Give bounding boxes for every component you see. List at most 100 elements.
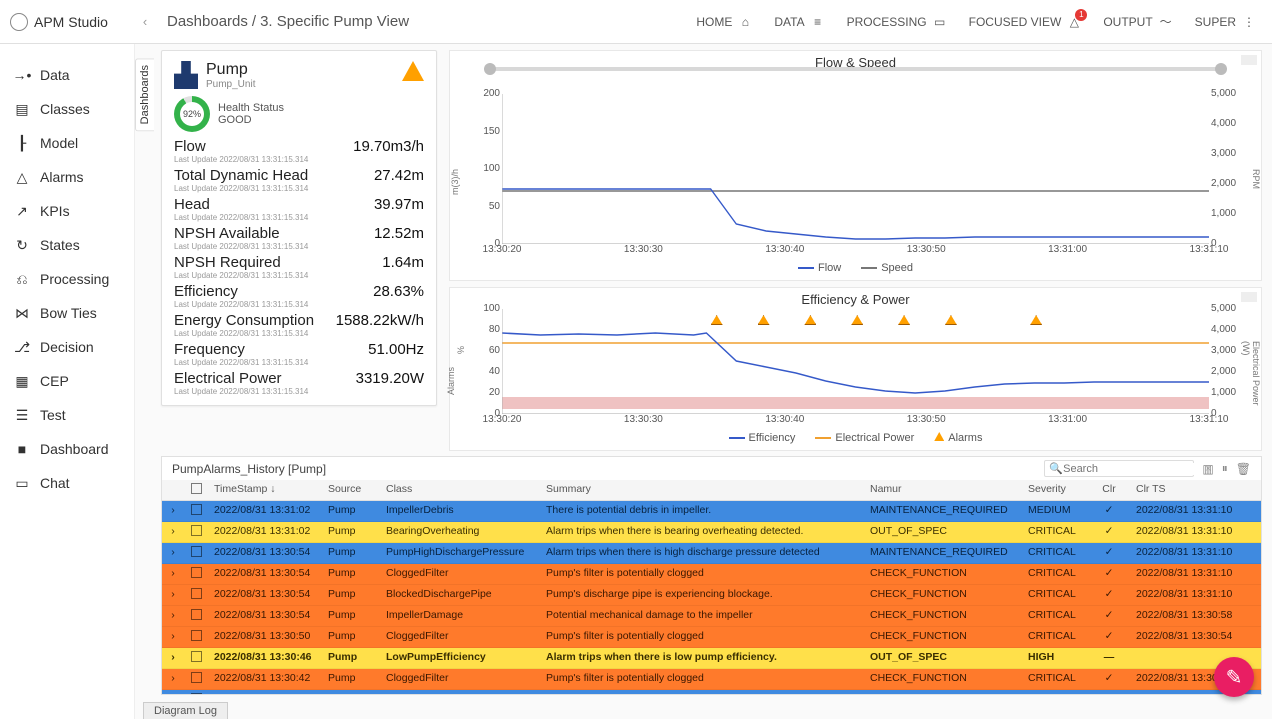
nav-processing[interactable]: PROCESSING▭ bbox=[847, 15, 947, 29]
time-slider[interactable] bbox=[490, 67, 1221, 71]
cell-severity: CRITICAL bbox=[1022, 564, 1088, 584]
col-class[interactable]: Class bbox=[380, 480, 540, 500]
col-summary[interactable]: Summary bbox=[540, 480, 864, 500]
sidebar-item-alarms[interactable]: △Alarms bbox=[0, 160, 134, 194]
pump-warning-icon[interactable]: 1 bbox=[402, 61, 424, 81]
col-source[interactable]: Source bbox=[322, 480, 380, 500]
nav-badge: 1 bbox=[1075, 9, 1087, 21]
expand-icon[interactable]: › bbox=[162, 669, 184, 689]
cell-namur: CHECK_FUNCTION bbox=[864, 606, 1022, 626]
search-input[interactable] bbox=[1063, 463, 1205, 475]
sidebar: →•Data▤Classes┠Model△Alarms↗KPIs↻States⎌… bbox=[0, 44, 135, 719]
row-checkbox[interactable] bbox=[191, 630, 202, 641]
row-checkbox[interactable] bbox=[191, 504, 202, 515]
col-clr-ts[interactable]: Clr TS bbox=[1130, 480, 1261, 500]
table-row[interactable]: ›2022/08/31 13:30:38PumpImpellerDebrisTh… bbox=[162, 690, 1261, 694]
row-checkbox[interactable] bbox=[191, 609, 202, 620]
sidebar-item-test[interactable]: ☰Test bbox=[0, 398, 134, 432]
cell-class: ImpellerDebris bbox=[380, 690, 540, 694]
diagram-log-tab[interactable]: Diagram Log bbox=[143, 702, 228, 719]
table-row[interactable]: ›2022/08/31 13:31:02PumpBearingOverheati… bbox=[162, 522, 1261, 543]
sidebar-item-chat[interactable]: ▭Chat bbox=[0, 466, 134, 500]
legend-item[interactable]: Flow bbox=[798, 262, 841, 274]
table-row[interactable]: ›2022/08/31 13:30:54PumpCloggedFilterPum… bbox=[162, 564, 1261, 585]
legend-item[interactable]: Alarms bbox=[934, 432, 982, 444]
cell-ts: 2022/08/31 13:31:02 bbox=[208, 522, 322, 542]
table-row[interactable]: ›2022/08/31 13:30:54PumpBlockedDischarge… bbox=[162, 585, 1261, 606]
expand-icon[interactable]: › bbox=[162, 564, 184, 584]
sidebar-item-decision[interactable]: ⎇Decision bbox=[0, 330, 134, 364]
col-namur[interactable]: Namur bbox=[864, 480, 1022, 500]
col-timestamp[interactable]: TimeStamp ↓ bbox=[208, 480, 322, 500]
expand-icon[interactable]: › bbox=[162, 501, 184, 521]
row-checkbox[interactable] bbox=[191, 672, 202, 683]
legend-item[interactable]: Speed bbox=[861, 262, 913, 274]
chart-menu-button[interactable] bbox=[1241, 55, 1257, 65]
sidebar-item-bow-ties[interactable]: ⋈Bow Ties bbox=[0, 296, 134, 330]
nav-output[interactable]: OUTPUT〜 bbox=[1103, 15, 1172, 29]
select-all-checkbox[interactable] bbox=[191, 483, 202, 494]
expand-icon[interactable]: › bbox=[162, 648, 184, 668]
expand-icon[interactable]: › bbox=[162, 627, 184, 647]
cell-ts: 2022/08/31 13:30:54 bbox=[208, 585, 322, 605]
slider-handle-right[interactable] bbox=[1215, 63, 1227, 75]
legend-item[interactable]: Efficiency bbox=[729, 432, 796, 444]
cell-summary: There is potential debris in impeller. bbox=[540, 501, 864, 521]
columns-icon[interactable]: ▥ bbox=[1202, 462, 1213, 476]
col-clr[interactable]: Clr bbox=[1088, 480, 1130, 500]
row-checkbox[interactable] bbox=[191, 693, 202, 694]
row-checkbox[interactable] bbox=[191, 567, 202, 578]
edit-fab[interactable]: ✎ bbox=[1214, 657, 1254, 697]
sidebar-item-data[interactable]: →•Data bbox=[0, 58, 134, 92]
cell-source: Pump bbox=[322, 501, 380, 521]
cell-namur: OUT_OF_SPEC bbox=[864, 648, 1022, 668]
row-checkbox[interactable] bbox=[191, 651, 202, 662]
table-row[interactable]: ›2022/08/31 13:30:46PumpLowPumpEfficienc… bbox=[162, 648, 1261, 669]
cell-source: Pump bbox=[322, 627, 380, 647]
sidebar-item-kpis[interactable]: ↗KPIs bbox=[0, 194, 134, 228]
sidebar-item-dashboard[interactable]: ■Dashboard bbox=[0, 432, 134, 466]
table-row[interactable]: ›2022/08/31 13:31:02PumpImpellerDebrisTh… bbox=[162, 501, 1261, 522]
search-box[interactable]: 🔍 × bbox=[1044, 460, 1194, 477]
sidebar-item-model[interactable]: ┠Model bbox=[0, 126, 134, 160]
sidebar-item-label: Dashboard bbox=[40, 441, 109, 457]
breadcrumb-root[interactable]: Dashboards bbox=[167, 13, 248, 30]
pause-icon[interactable]: ⏸ bbox=[1222, 461, 1228, 476]
sidebar-item-cep[interactable]: ▦CEP bbox=[0, 364, 134, 398]
collapse-sidebar-button[interactable]: ‹ bbox=[135, 14, 155, 29]
expand-icon[interactable]: › bbox=[162, 606, 184, 626]
col-severity[interactable]: Severity bbox=[1022, 480, 1088, 500]
processing-icon: ⎌ bbox=[14, 271, 30, 287]
slider-handle-left[interactable] bbox=[484, 63, 496, 75]
nav-focused-view[interactable]: FOCUSED VIEW△1 bbox=[969, 15, 1082, 29]
expand-icon[interactable]: › bbox=[162, 585, 184, 605]
nav-home[interactable]: HOME⌂ bbox=[696, 15, 752, 29]
expand-icon[interactable]: › bbox=[162, 690, 184, 694]
expand-icon[interactable]: › bbox=[162, 522, 184, 542]
table-row[interactable]: ›2022/08/31 13:30:42PumpCloggedFilterPum… bbox=[162, 669, 1261, 690]
axis-tick: 13:30:50 bbox=[907, 244, 946, 255]
sidebar-item-states[interactable]: ↻States bbox=[0, 228, 134, 262]
row-checkbox[interactable] bbox=[191, 546, 202, 557]
sidebar-item-processing[interactable]: ⎌Processing bbox=[0, 262, 134, 296]
table-row[interactable]: ›2022/08/31 13:30:50PumpCloggedFilterPum… bbox=[162, 627, 1261, 648]
data-icon: →• bbox=[14, 67, 30, 83]
chart1-ylabel-left: m(3)/h bbox=[450, 169, 460, 195]
chart-menu-button[interactable] bbox=[1241, 292, 1257, 302]
metric-value: 51.00Hz bbox=[368, 341, 424, 358]
delete-icon[interactable]: 🗑 bbox=[1236, 462, 1251, 476]
sidebar-item-classes[interactable]: ▤Classes bbox=[0, 92, 134, 126]
row-checkbox[interactable] bbox=[191, 525, 202, 536]
metric-update: Last Update 2022/08/31 13:31:15.314 bbox=[174, 213, 424, 222]
nav-data[interactable]: DATA≡ bbox=[774, 15, 824, 29]
dashboards-tab[interactable]: Dashboards bbox=[135, 58, 154, 131]
table-body[interactable]: ›2022/08/31 13:31:02PumpImpellerDebrisTh… bbox=[162, 501, 1261, 694]
metric-row: NPSH Available12.52m bbox=[174, 225, 424, 242]
expand-icon[interactable]: › bbox=[162, 543, 184, 563]
axis-tick: 13:30:50 bbox=[907, 414, 946, 425]
table-row[interactable]: ›2022/08/31 13:30:54PumpImpellerDamagePo… bbox=[162, 606, 1261, 627]
row-checkbox[interactable] bbox=[191, 588, 202, 599]
table-row[interactable]: ›2022/08/31 13:30:54PumpPumpHighDischarg… bbox=[162, 543, 1261, 564]
legend-item[interactable]: Electrical Power bbox=[815, 432, 914, 444]
nav-super[interactable]: SUPER⋮ bbox=[1195, 15, 1256, 29]
